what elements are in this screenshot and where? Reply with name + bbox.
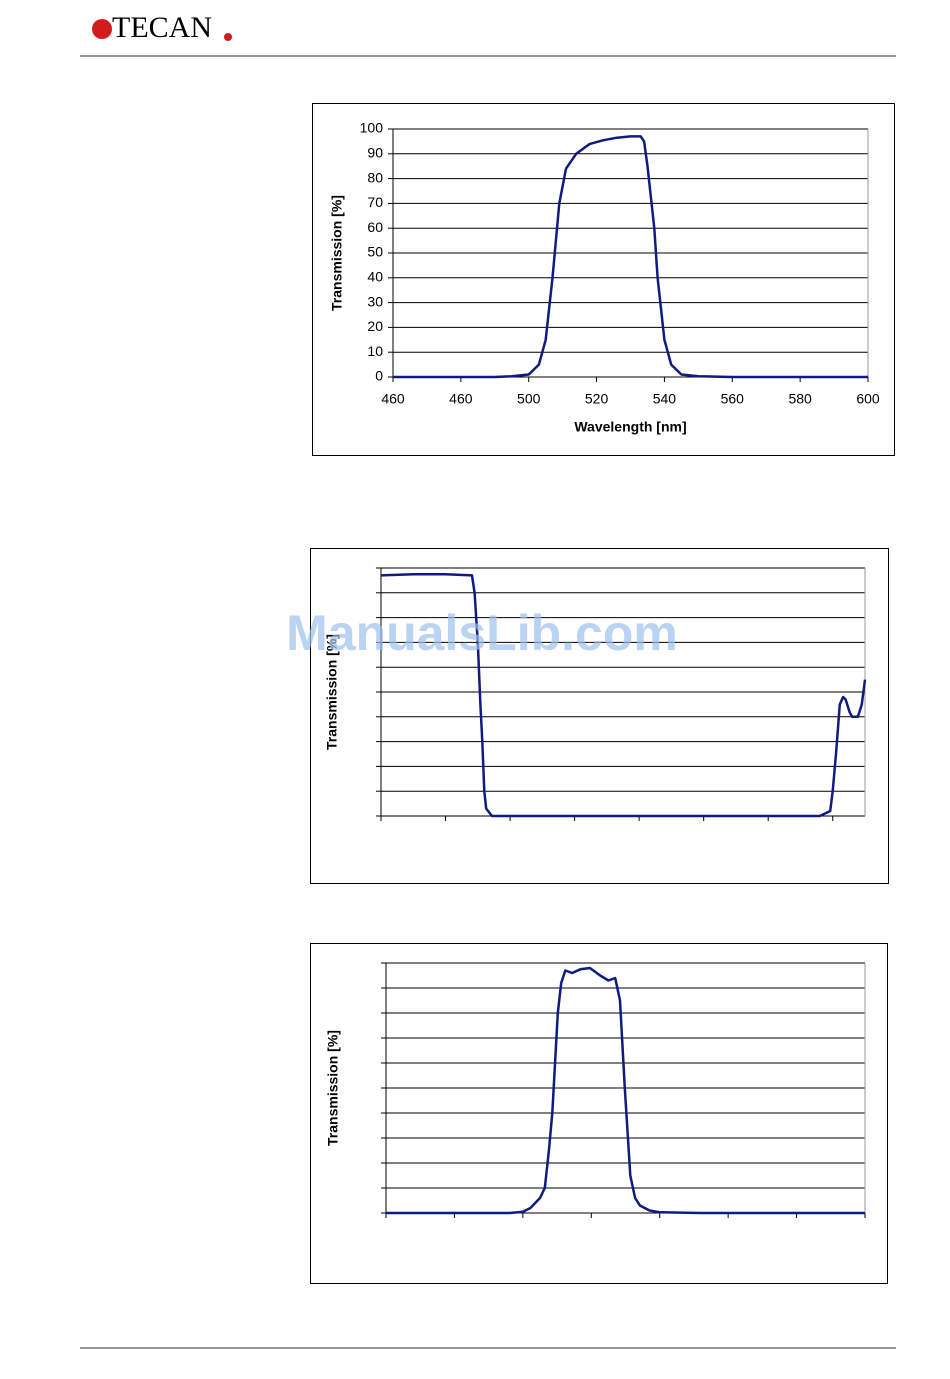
y-tick-label: 10 (367, 343, 383, 359)
y-axis-label: Transmission [%] (325, 1030, 341, 1146)
x-tick-label: 560 (721, 391, 745, 407)
data-line (386, 966, 865, 1215)
logo: TECAN (112, 11, 212, 44)
x-tick-label: 500 (517, 391, 541, 407)
y-tick-label: 30 (367, 293, 383, 309)
x-tick-label: 460 (449, 391, 473, 407)
y-axis-label: Transmission [%] (329, 195, 345, 311)
logo-dot (224, 33, 232, 41)
charts: 0 10 20 30 40 50 60 70 80 90 100 460 460 500 520 540 560… (324, 120, 880, 1218)
chart-frame (312, 103, 895, 456)
y-tick-label: 100 (360, 120, 384, 136)
y-tick-label: 60 (367, 219, 383, 235)
x-tick-label: 460 (381, 391, 405, 407)
data-line (393, 135, 868, 379)
y-tick-label: 0 (375, 368, 383, 384)
data-line (380, 572, 867, 818)
y-axis-label: Transmission [%] (324, 634, 340, 750)
chart-frame (310, 943, 888, 1284)
y-tick-label: 20 (367, 318, 383, 334)
x-tick-label: 520 (585, 391, 609, 407)
y-tick-label: 40 (367, 269, 383, 285)
x-tick-label: 600 (856, 391, 880, 407)
y-tick-label: 70 (367, 194, 383, 210)
x-tick-label: 580 (788, 391, 812, 407)
y-tick-label: 50 (367, 244, 383, 260)
y-tick-label: 80 (367, 169, 383, 185)
x-tick-label: 540 (653, 391, 677, 407)
logo-mark (92, 19, 112, 39)
y-tick-label: 90 (367, 145, 383, 161)
watermark: ManualsLib.com (286, 605, 678, 661)
chart-frame (310, 548, 889, 884)
x-axis-label: Wavelength [nm] (574, 419, 686, 435)
